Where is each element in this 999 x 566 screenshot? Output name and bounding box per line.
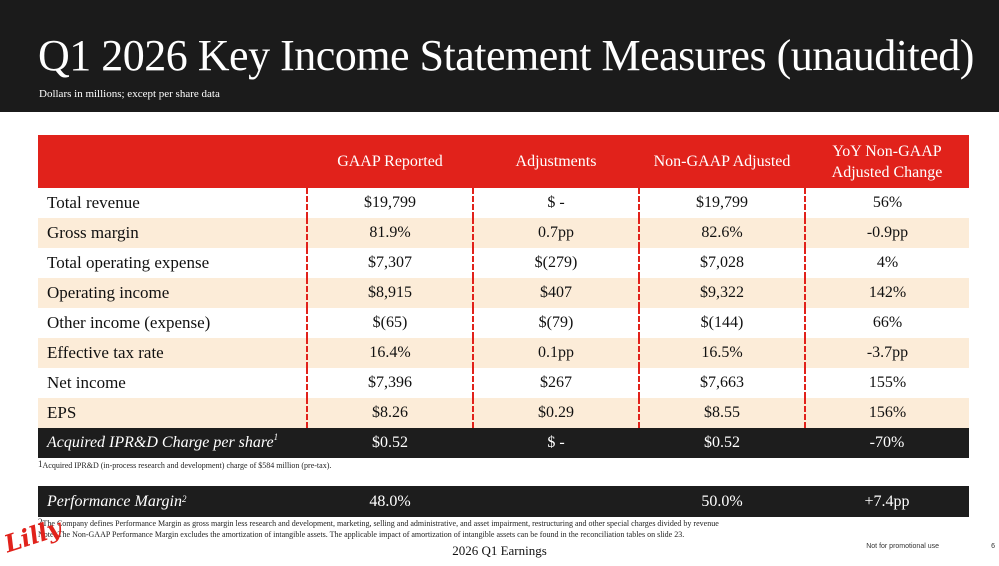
cell-gaap: $7,307 <box>306 248 473 278</box>
column-header-non-gaap: Non-GAAP Adjusted <box>639 135 805 188</box>
row-label: Other income (expense) <box>47 313 211 332</box>
cell-adjustments: $407 <box>472 278 639 308</box>
table-row: Total revenue $19,799 $ - $19,799 56% <box>38 188 969 218</box>
cell-non-gaap: $(144) <box>638 308 805 338</box>
table-row: Total operating expense $7,307 $(279) $7… <box>38 248 969 278</box>
cell-adjustments: $(279) <box>472 248 639 278</box>
income-statement-table-container: GAAP Reported Adjustments Non-GAAP Adjus… <box>38 135 969 458</box>
column-header-gaap: GAAP Reported <box>307 135 473 188</box>
row-label: EPS <box>38 398 307 428</box>
column-header-adjustments: Adjustments <box>473 135 639 188</box>
cell-non-gaap: $7,028 <box>638 248 805 278</box>
cell-non-gaap: 82.6% <box>638 218 805 248</box>
footnote-2: 2The Company defines Performance Margin … <box>38 517 719 529</box>
ipr-yoy: -70% <box>805 428 969 458</box>
page-number: 6 <box>991 543 995 550</box>
cell-adjustments: 0.7pp <box>472 218 639 248</box>
cell-adjustments: $267 <box>472 368 639 398</box>
footnote-note: Note: The Non-GAAP Performance Margin ex… <box>38 530 685 539</box>
table-row: Gross margin 81.9% 0.7pp 82.6% -0.9pp <box>38 218 969 248</box>
cell-non-gaap: $7,663 <box>638 368 805 398</box>
footnote-ref-2: 2 <box>181 494 187 504</box>
ipr-charge-row: Acquired IPR&D Charge per share1 $0.52 $… <box>38 428 969 458</box>
cell-adjustments: 0.1pp <box>472 338 639 368</box>
table-row: EPS $8.26 $0.29 $8.55 156% <box>38 398 969 428</box>
cell-gaap: $7,396 <box>306 368 473 398</box>
ipr-label: Acquired IPR&D Charge per share1 <box>38 428 307 458</box>
cell-gaap: $(65) <box>306 308 473 338</box>
cell-non-gaap: $9,322 <box>638 278 805 308</box>
performance-margin-label: Performance Margin2 <box>47 486 186 517</box>
column-header-metric <box>38 135 307 188</box>
cell-gaap: $8,915 <box>306 278 473 308</box>
row-label: Effective tax rate <box>38 338 307 368</box>
ipr-non-gaap: $0.52 <box>639 428 805 458</box>
performance-margin-non-gaap: 50.0% <box>701 493 743 510</box>
footer-disclaimer: Not for promotional use <box>866 543 939 550</box>
page-title: Q1 2026 Key Income Statement Measures (u… <box>38 31 974 80</box>
row-label: Total revenue <box>47 193 140 212</box>
cell-yoy: -3.7pp <box>804 338 969 368</box>
cell-non-gaap: $8.55 <box>638 398 805 428</box>
row-label: Net income <box>47 373 126 392</box>
cell-adjustments: $0.29 <box>472 398 639 428</box>
cell-yoy: 156% <box>804 398 969 428</box>
performance-margin-label-text: Performance Margin <box>47 493 182 510</box>
table-row: Operating income $8,915 $407 $9,322 142% <box>38 278 969 308</box>
table-row: Net income $7,396 $267 $7,663 155% <box>38 368 969 398</box>
cell-adjustments: $(79) <box>472 308 639 338</box>
performance-margin-row: Performance Margin2 48.0% 50.0% +7.4pp <box>38 486 969 517</box>
header-bar: Q1 2026 Key Income Statement Measures (u… <box>0 0 999 112</box>
footer-title: 2026 Q1 Earnings <box>452 543 547 558</box>
column-header-yoy: YoY Non-GAAP Adjusted Change <box>805 135 969 188</box>
cell-yoy: 56% <box>804 188 969 218</box>
performance-margin-yoy: +7.4pp <box>864 493 910 510</box>
table-header-row: GAAP Reported Adjustments Non-GAAP Adjus… <box>38 135 969 188</box>
cell-gaap: $19,799 <box>306 188 473 218</box>
performance-margin-gaap: 48.0% <box>369 493 411 510</box>
ipr-adjustments: $ - <box>473 428 639 458</box>
cell-gaap: 81.9% <box>306 218 473 248</box>
page-subtitle: Dollars in millions; except per share da… <box>39 88 220 100</box>
cell-gaap: $8.26 <box>306 398 473 428</box>
cell-yoy: 155% <box>804 368 969 398</box>
footnote-2-marker: 2 <box>38 517 43 527</box>
cell-yoy: -0.9pp <box>804 218 969 248</box>
footnote-2-text: The Company defines Performance Margin a… <box>42 519 719 528</box>
cell-yoy: 142% <box>804 278 969 308</box>
income-statement-table: GAAP Reported Adjustments Non-GAAP Adjus… <box>38 135 969 458</box>
ipr-label-text: Acquired IPR&D Charge per share <box>47 434 274 451</box>
row-label: Gross margin <box>38 218 307 248</box>
row-label: Total operating expense <box>47 253 210 272</box>
table-row: Effective tax rate 16.4% 0.1pp 16.5% -3.… <box>38 338 969 368</box>
cell-non-gaap: 16.5% <box>638 338 805 368</box>
cell-yoy: 4% <box>804 248 969 278</box>
ipr-gaap: $0.52 <box>307 428 473 458</box>
cell-yoy: 66% <box>804 308 969 338</box>
cell-adjustments: $ - <box>472 188 639 218</box>
row-label: Operating income <box>38 278 307 308</box>
footnote-ref-1: 1 <box>273 432 279 442</box>
cell-gaap: 16.4% <box>306 338 473 368</box>
cell-non-gaap: $19,799 <box>638 188 805 218</box>
footnote-1: 1Acquired IPR&D (in-process research and… <box>38 459 332 471</box>
footnote-1-marker: 1 <box>38 459 43 469</box>
footnote-1-text: Acquired IPR&D (in-process research and … <box>42 461 332 470</box>
table-row: Other income (expense) $(65) $(79) $(144… <box>38 308 969 338</box>
